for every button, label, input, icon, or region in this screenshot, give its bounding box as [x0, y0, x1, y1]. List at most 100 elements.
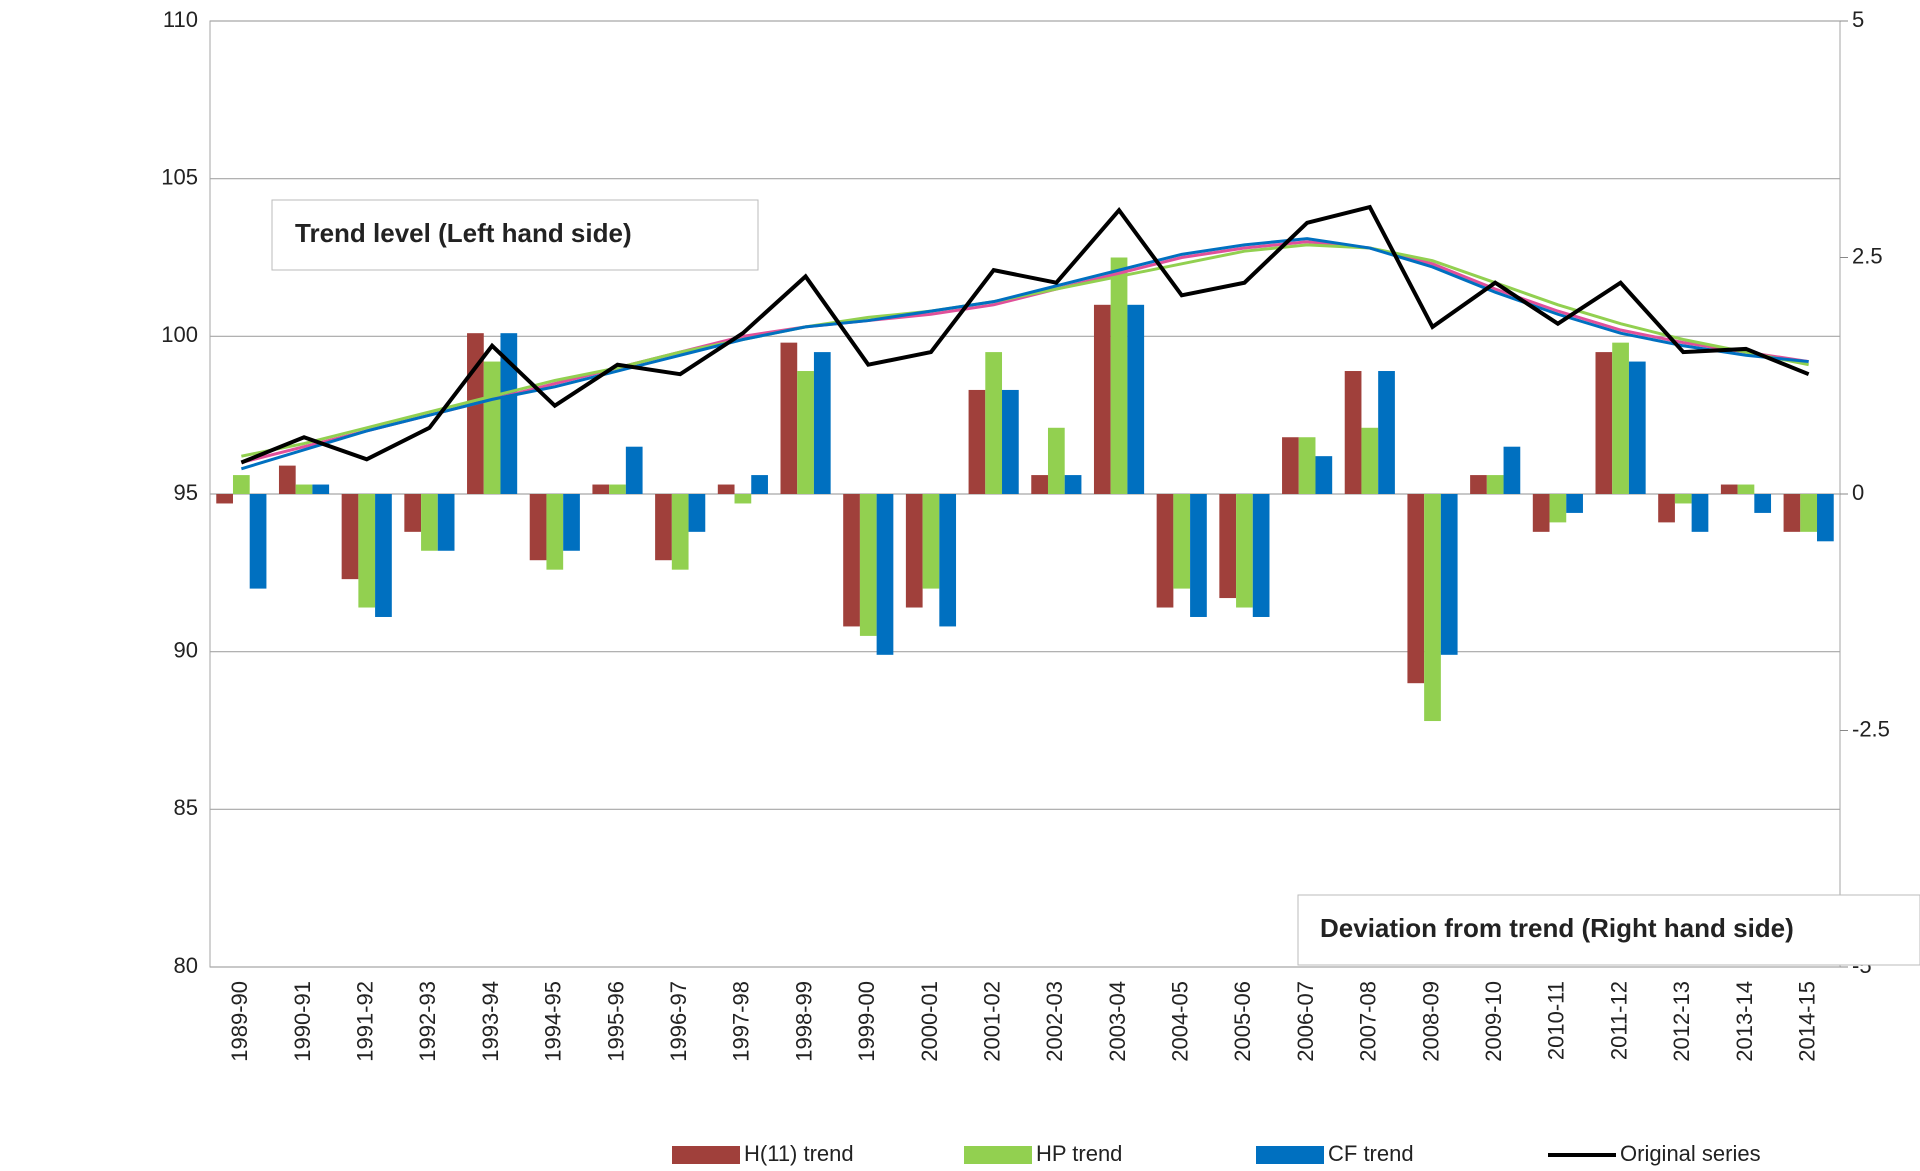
bar [1111, 258, 1128, 495]
x-tick-label: 1990-91 [290, 981, 315, 1062]
bar [626, 447, 643, 494]
x-tick-label: 1989-90 [227, 981, 252, 1062]
bar [877, 494, 894, 655]
legend-swatch [1256, 1146, 1324, 1164]
bar [985, 352, 1002, 494]
bar [1754, 494, 1771, 513]
bar [1157, 494, 1174, 608]
x-tick-label: 1993-94 [478, 981, 503, 1062]
bar [1031, 475, 1048, 494]
bar [609, 485, 626, 494]
bar [1345, 371, 1362, 494]
y2-tick-label: -2.5 [1852, 716, 1890, 741]
x-tick-label: 2000-01 [917, 981, 942, 1062]
bar [438, 494, 455, 551]
legend-label: H(11) trend [744, 1141, 854, 1166]
x-tick-label: 1992-93 [415, 981, 440, 1062]
bar [1190, 494, 1207, 617]
x-tick-label: 2012-13 [1669, 981, 1694, 1062]
bar [1675, 494, 1692, 503]
bar [969, 390, 986, 494]
bar [1282, 437, 1299, 494]
bar [1533, 494, 1550, 532]
bar [718, 485, 735, 494]
x-tick-label: 1999-00 [854, 981, 879, 1062]
x-tick-label: 2002-03 [1042, 981, 1067, 1062]
bar [312, 485, 329, 494]
bar [216, 494, 233, 503]
x-tick-label: 1997-98 [729, 981, 754, 1062]
x-tick-label: 2008-09 [1418, 981, 1443, 1062]
bar [1504, 447, 1521, 494]
bar [484, 362, 501, 494]
x-tick-label: 2009-10 [1481, 981, 1506, 1062]
bar [1800, 494, 1817, 532]
bar [1219, 494, 1236, 598]
bar [860, 494, 877, 636]
bar [1065, 475, 1082, 494]
x-tick-label: 1995-96 [603, 981, 628, 1062]
bar [592, 485, 609, 494]
bar [279, 466, 296, 494]
y2-tick-label: 0 [1852, 480, 1864, 505]
bar [1817, 494, 1834, 541]
bar [655, 494, 672, 560]
plot: 80859095100105110-5-2.502.551989-901990-… [161, 7, 1890, 1166]
bar [1629, 362, 1646, 494]
bar [1441, 494, 1458, 655]
x-tick-label: 2006-07 [1293, 981, 1318, 1062]
bar [1424, 494, 1441, 721]
bar [546, 494, 563, 570]
bar [735, 494, 752, 503]
bar [358, 494, 375, 608]
legend-label: Original series [1620, 1141, 1761, 1166]
y-tick-label: 80 [174, 953, 198, 978]
chart: 80859095100105110-5-2.502.551989-901990-… [0, 0, 1920, 1171]
bar [1094, 305, 1111, 494]
y-tick-label: 90 [174, 637, 198, 662]
y-tick-label: 95 [174, 480, 198, 505]
bar [1596, 352, 1613, 494]
bar [1550, 494, 1567, 522]
bar [1378, 371, 1395, 494]
x-tick-label: 2013-14 [1732, 981, 1757, 1062]
y-tick-label: 85 [174, 795, 198, 820]
x-tick-label: 2011-12 [1606, 981, 1631, 1060]
legend-swatch [672, 1146, 740, 1164]
bar [1361, 428, 1378, 494]
x-tick-label: 2005-06 [1230, 981, 1255, 1062]
bar [781, 343, 798, 494]
x-tick-label: 2007-08 [1356, 981, 1381, 1062]
x-tick-label: 2003-04 [1105, 981, 1130, 1062]
y-tick-label: 110 [163, 7, 198, 32]
bar [1658, 494, 1675, 522]
bar [1566, 494, 1583, 513]
bar [689, 494, 706, 532]
bar [404, 494, 421, 532]
bar [1487, 475, 1504, 494]
bar [843, 494, 860, 626]
bar [530, 494, 547, 560]
bar [672, 494, 689, 570]
x-tick-label: 2004-05 [1168, 981, 1193, 1062]
bar [1692, 494, 1709, 532]
bar [1738, 485, 1755, 494]
legend-label: HP trend [1036, 1141, 1122, 1166]
legend-swatch [964, 1146, 1032, 1164]
bar [1612, 343, 1629, 494]
x-tick-label: 2010-11 [1544, 981, 1569, 1060]
x-tick-label: 2014-15 [1794, 981, 1819, 1062]
bar [797, 371, 814, 494]
x-tick-label: 1998-99 [791, 981, 816, 1062]
bar [1253, 494, 1270, 617]
bar [1721, 485, 1738, 494]
bar [939, 494, 956, 626]
y-tick-label: 100 [161, 322, 198, 347]
legend-label: CF trend [1328, 1141, 1414, 1166]
bar [421, 494, 438, 551]
chart-title: Trend level (Left hand side) [295, 218, 632, 248]
x-tick-label: 2001-02 [979, 981, 1004, 1062]
bar [1236, 494, 1253, 608]
bar [342, 494, 359, 579]
bar [1048, 428, 1065, 494]
